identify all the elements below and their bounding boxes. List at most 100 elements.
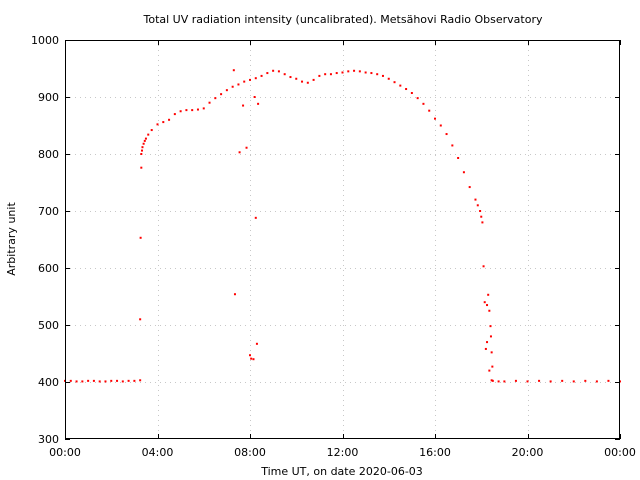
data-point <box>514 379 517 382</box>
data-point <box>110 379 113 382</box>
data-point <box>584 379 587 382</box>
data-point <box>358 70 361 73</box>
data-point <box>266 72 269 75</box>
data-point <box>483 301 486 304</box>
data-point <box>526 380 529 383</box>
data-point <box>249 354 251 357</box>
data-point <box>277 70 280 73</box>
data-point <box>238 151 241 154</box>
data-point <box>243 80 246 83</box>
data-point <box>283 73 286 76</box>
data-point <box>434 117 436 120</box>
data-point <box>416 97 419 100</box>
y-axis-label: Arbitrary unit <box>5 202 18 276</box>
data-point <box>306 81 309 84</box>
data-point <box>422 102 425 105</box>
data-point <box>168 118 171 121</box>
data-point <box>139 236 142 239</box>
data-point <box>491 365 494 368</box>
x-tick-label: 08:00 <box>234 446 266 459</box>
data-point <box>162 121 165 124</box>
data-point <box>312 78 315 81</box>
data-point <box>376 73 379 76</box>
data-point <box>301 80 304 83</box>
data-point <box>202 107 205 110</box>
data-point <box>133 379 136 382</box>
data-point <box>237 83 240 86</box>
data-point <box>445 133 448 136</box>
y-tick-label: 800 <box>38 148 59 161</box>
data-point <box>255 342 258 345</box>
data-points <box>64 69 621 383</box>
data-point <box>549 380 552 383</box>
data-point <box>242 104 245 107</box>
data-point <box>405 88 408 91</box>
data-point <box>428 109 431 112</box>
x-tick-label: 20:00 <box>512 446 544 459</box>
data-point <box>254 77 257 80</box>
data-point <box>295 77 298 80</box>
data-point <box>318 74 321 77</box>
data-point <box>468 186 471 189</box>
data-point <box>486 341 489 344</box>
y-tick-label: 500 <box>38 319 59 332</box>
x-tick-label: 12:00 <box>327 446 359 459</box>
data-point <box>370 72 373 75</box>
data-point <box>260 74 263 77</box>
data-point <box>538 379 541 382</box>
data-point <box>381 74 384 77</box>
data-point <box>489 335 492 338</box>
data-point <box>399 84 402 87</box>
data-point <box>143 139 146 142</box>
data-point <box>484 347 487 350</box>
data-point <box>462 171 465 174</box>
data-point <box>254 216 257 219</box>
data-point <box>503 380 506 383</box>
tick-labels: 00:00 04:00 08:00 12:00 16:00 20:00 00:0030040… <box>31 34 636 459</box>
x-tick-label: 00:00 <box>604 446 636 459</box>
y-tick-label: 400 <box>38 376 59 389</box>
data-point <box>75 380 78 383</box>
data-point <box>572 380 575 383</box>
data-point <box>439 124 442 127</box>
data-point <box>451 144 454 147</box>
x-tick-label: 00:00 <box>49 446 81 459</box>
data-point <box>489 325 492 328</box>
data-point <box>233 293 236 296</box>
data-point <box>482 265 485 268</box>
data-point <box>491 379 494 382</box>
y-tick-label: 300 <box>38 433 59 446</box>
grid-lines <box>65 40 620 439</box>
data-point <box>490 379 493 382</box>
data-point <box>69 379 72 382</box>
data-point <box>272 69 275 72</box>
data-point <box>252 358 255 361</box>
data-point <box>92 379 95 382</box>
data-point <box>289 76 292 79</box>
data-point <box>179 110 182 113</box>
data-point <box>253 96 256 98</box>
data-point <box>196 108 199 111</box>
data-point <box>474 198 477 201</box>
data-point <box>245 146 248 149</box>
data-point <box>144 137 147 140</box>
data-point <box>249 78 251 81</box>
data-point <box>387 77 390 80</box>
data-point <box>595 380 598 383</box>
data-point <box>488 309 491 312</box>
axis-ticks <box>65 40 621 440</box>
data-point <box>141 146 144 149</box>
y-tick-label: 900 <box>38 91 59 104</box>
data-point <box>139 379 142 382</box>
data-point <box>191 109 194 112</box>
data-point <box>457 156 460 159</box>
data-point <box>341 71 344 74</box>
data-point <box>147 133 150 136</box>
data-point <box>208 101 211 104</box>
data-point <box>141 149 144 152</box>
data-point <box>225 89 228 92</box>
data-point <box>561 379 564 382</box>
data-point <box>347 70 350 73</box>
data-point <box>220 93 223 96</box>
